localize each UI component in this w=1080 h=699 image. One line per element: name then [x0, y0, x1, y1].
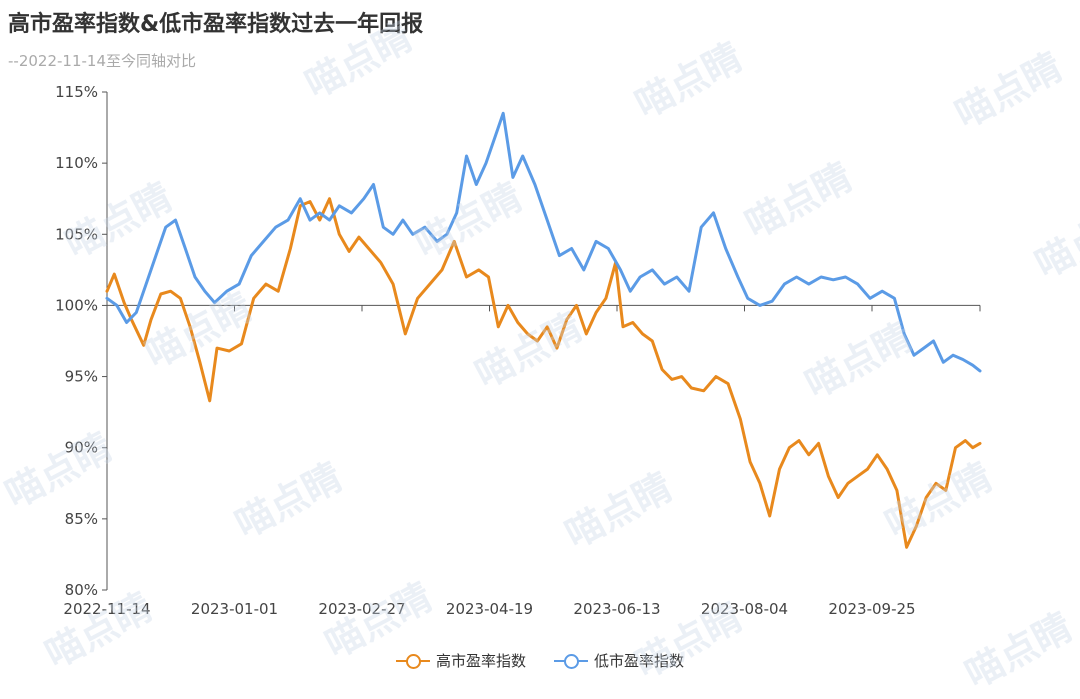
legend-circle-icon — [554, 653, 588, 669]
x-tick-label: 2023-04-19 — [446, 600, 533, 618]
legend-label: 低市盈率指数 — [594, 652, 685, 670]
legend-item-low-pe[interactable]: 低市盈率指数 — [554, 650, 684, 671]
y-tick-label: 110% — [55, 154, 98, 172]
y-tick-label: 105% — [55, 225, 98, 243]
chart-subtitle: --2022-11-14至今同轴对比 — [8, 52, 196, 70]
series-line-low-pe — [105, 111, 982, 373]
x-tick-label: 2023-09-25 — [828, 600, 915, 618]
legend-circle-icon — [395, 653, 430, 669]
x-tick-label: 2023-02-27 — [318, 600, 405, 618]
chart-legend: 高市盈率指数 低市盈率指数 — [0, 650, 1080, 671]
legend-item-high-pe[interactable]: 高市盈率指数 — [395, 650, 526, 671]
x-tick-label: 2022-11-14 — [63, 600, 150, 618]
y-tick-label: 90% — [65, 439, 98, 457]
y-tick-label: 100% — [55, 296, 98, 314]
x-tick-label: 2023-08-04 — [701, 600, 788, 618]
series-line-high-pe — [105, 197, 982, 549]
y-tick-label: 80% — [65, 581, 98, 599]
y-tick-label: 95% — [65, 368, 98, 386]
x-tick-label: 2023-01-01 — [191, 600, 278, 618]
x-tick-label: 2023-06-13 — [573, 600, 660, 618]
chart-title: 高市盈率指数&低市盈率指数过去一年回报 — [8, 12, 424, 37]
legend-label: 高市盈率指数 — [435, 652, 526, 670]
y-tick-label: 85% — [65, 510, 98, 528]
y-tick-label: 115% — [55, 83, 98, 101]
